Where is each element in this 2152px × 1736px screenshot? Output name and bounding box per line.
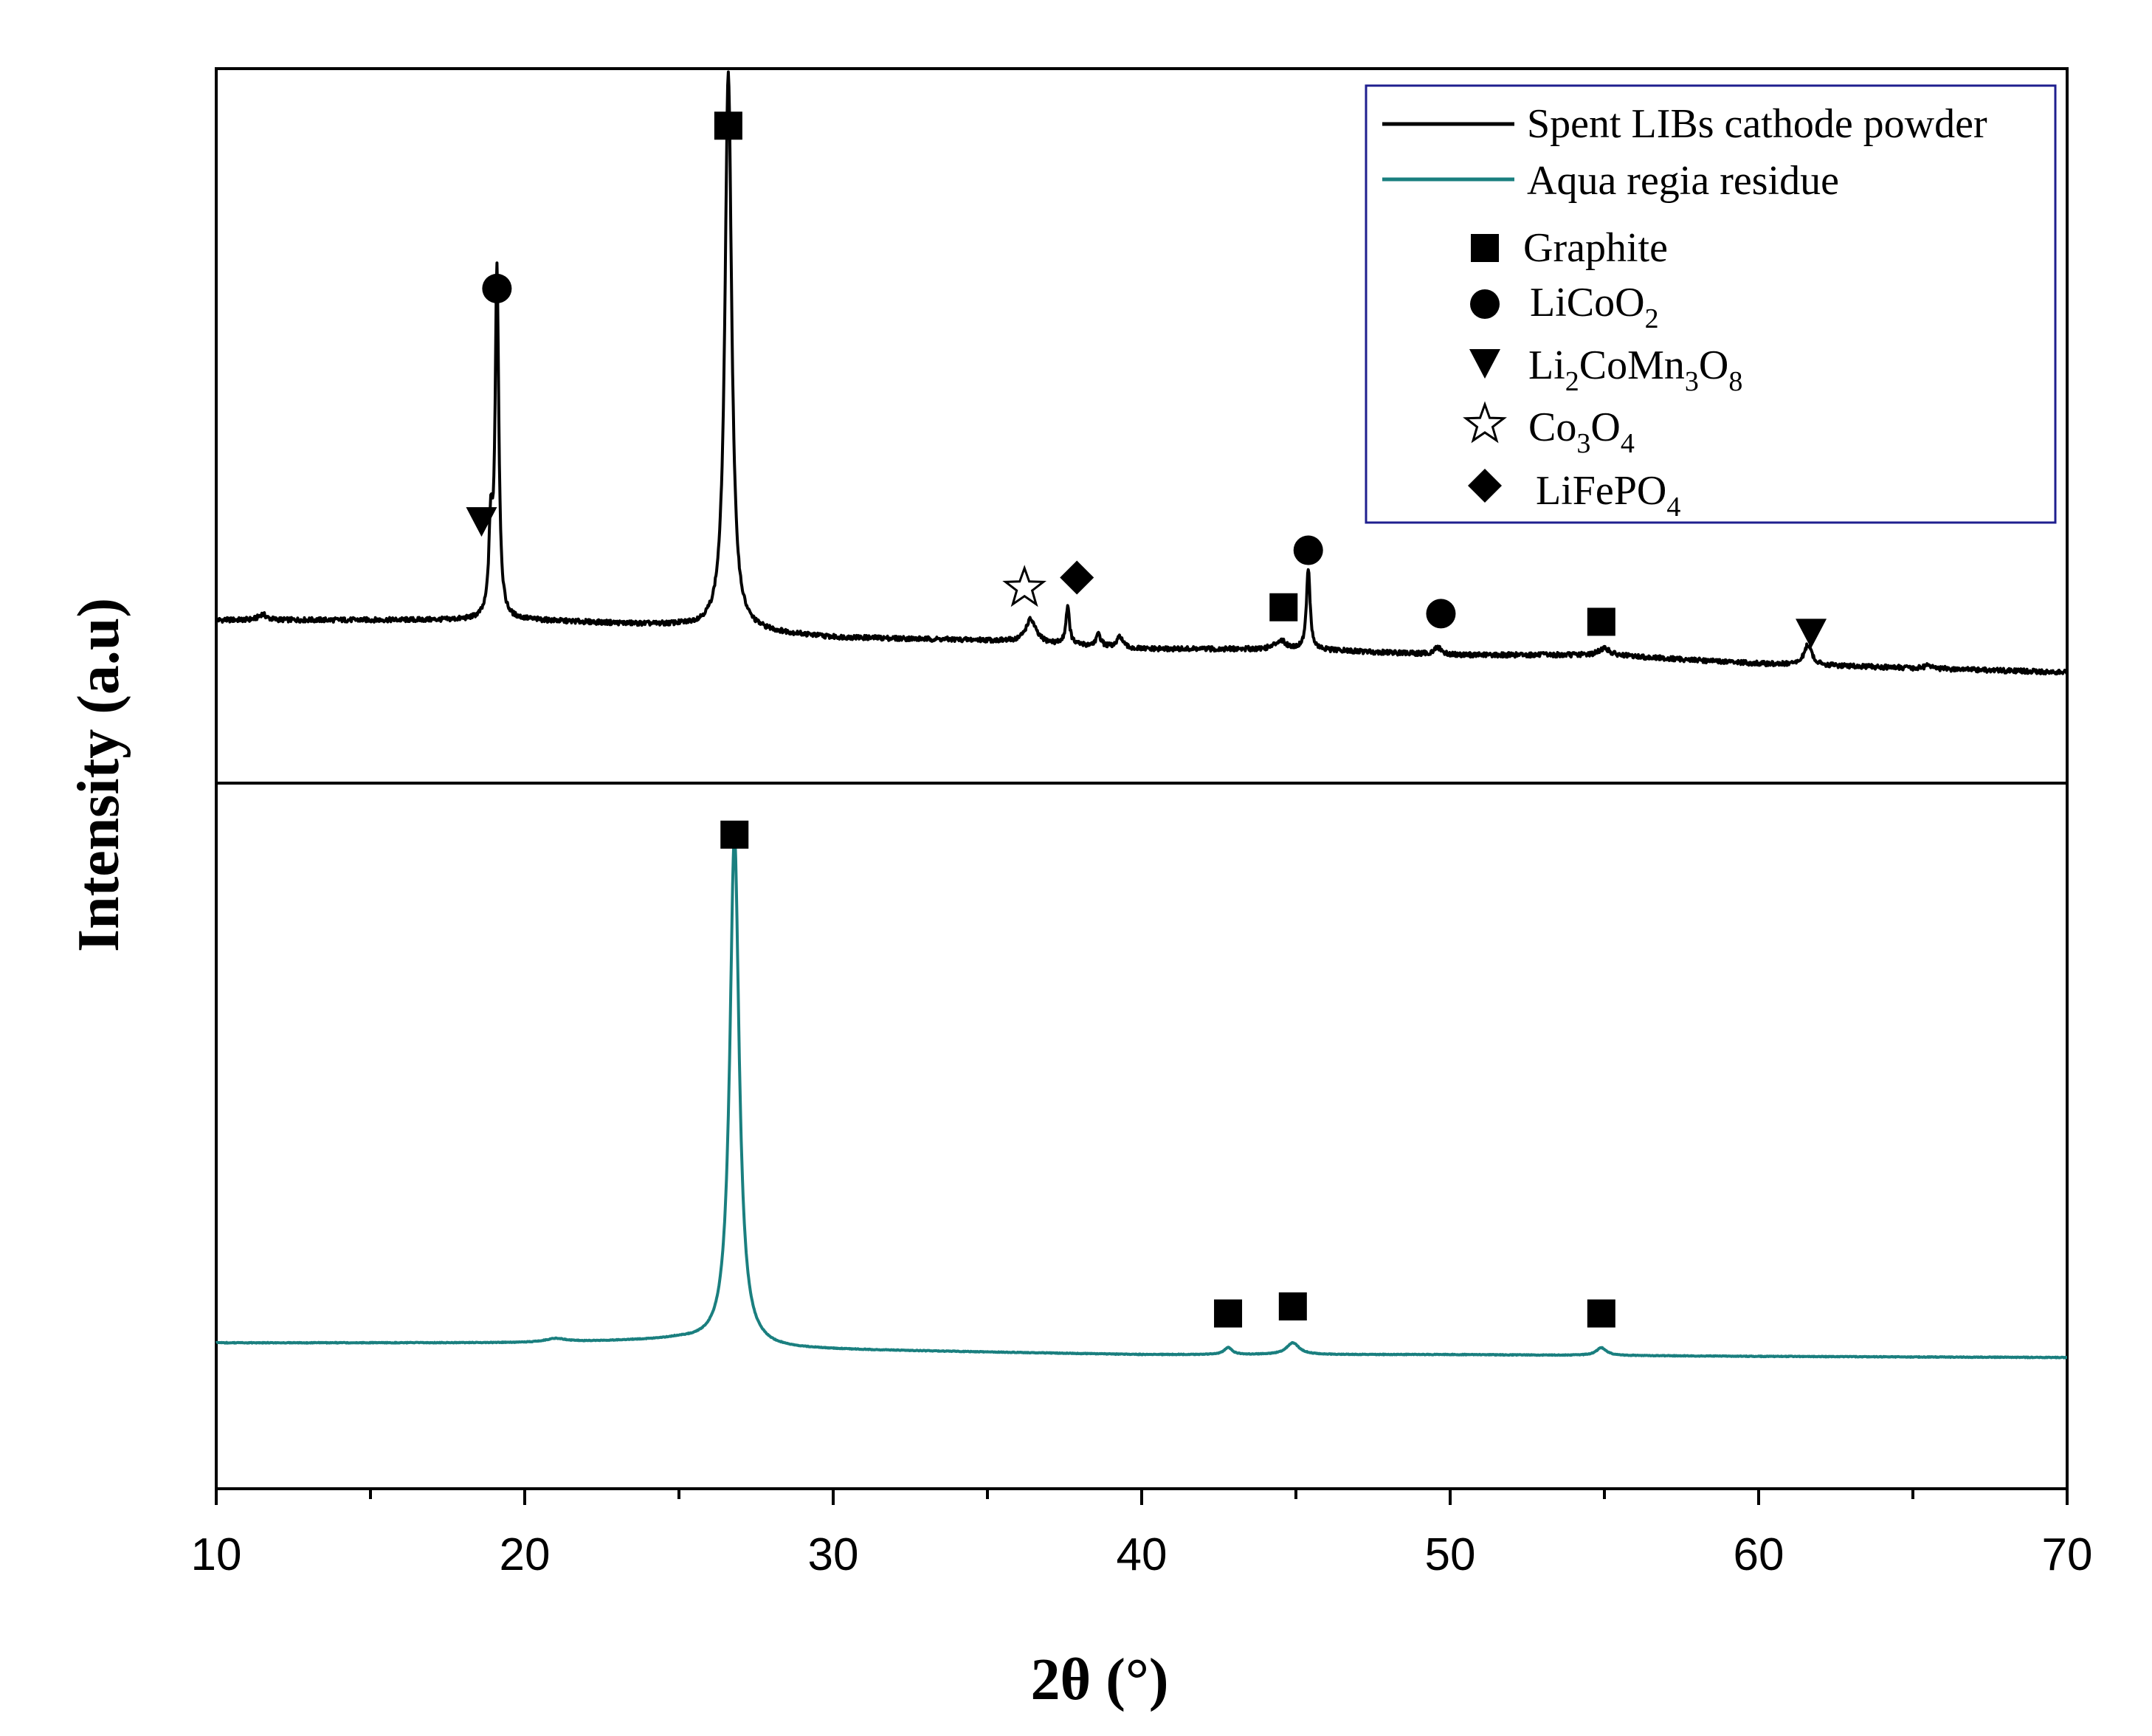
phase-marker-filled-diamond <box>1060 560 1094 595</box>
legend-label-licoo2: LiCoO2 <box>1530 280 1659 334</box>
phase-markers-layer <box>466 111 1827 1328</box>
x-tick-label: 30 <box>808 1529 859 1580</box>
phase-marker-filled-circle <box>482 273 512 303</box>
y-axis-label: Intensity (a.u) <box>66 598 131 952</box>
legend-marker-lifepo4-shape <box>1468 469 1502 503</box>
phase-marker-filled-square <box>714 111 742 140</box>
phase-marker-filled-square <box>720 820 749 849</box>
legend-marker-co3o4 <box>1463 401 1507 444</box>
legend-label-graphite: Graphite <box>1523 225 1668 271</box>
series-spent-libs-curve <box>215 70 2069 676</box>
legend-marker-li2comn3o8 <box>1469 349 1500 379</box>
phase-marker-filled-square <box>1269 593 1298 621</box>
legend-marker-graphite <box>1471 234 1499 262</box>
legend-marker-co3o4-shape <box>1463 401 1507 444</box>
curves-layer <box>215 70 2069 1360</box>
phase-marker-filled-square <box>1278 1292 1307 1320</box>
legend-label-co3o4: Co3O4 <box>1528 404 1635 459</box>
phase-marker-filled-square <box>1214 1299 1243 1328</box>
phase-marker-filled-down-triangle <box>466 507 497 537</box>
legend-label-residue: Aqua regia residue <box>1527 158 1839 204</box>
x-tick-label: 70 <box>2042 1529 2093 1580</box>
legend-box <box>1365 84 2057 524</box>
x-tick-label: 50 <box>1425 1529 1476 1580</box>
legend-marker-licoo2 <box>1470 289 1500 319</box>
phase-marker-filled-square <box>1587 607 1615 636</box>
x-tick-label: 40 <box>1117 1529 1168 1580</box>
phase-marker-filled-circle <box>1426 599 1456 629</box>
legend-label-spent: Spent LIBs cathode powder <box>1527 101 1987 147</box>
x-tick-label: 20 <box>500 1529 551 1580</box>
legend-marker-licoo2-shape <box>1470 289 1500 319</box>
x-tick-label: 60 <box>1734 1529 1784 1580</box>
x-tick-label: 10 <box>191 1529 242 1580</box>
phase-marker-filled-circle <box>1293 535 1323 565</box>
phase-marker-filled-down-triangle <box>1796 619 1827 649</box>
series-aqua-regia-curve <box>215 832 2069 1360</box>
legend-label-li2comn3o8: Li2CoMn3O8 <box>1528 342 1742 397</box>
x-axis-label: 2θ (°) <box>1030 1647 1168 1712</box>
legend-marker-graphite-shape <box>1471 234 1499 262</box>
phase-marker-filled-square <box>1587 1299 1615 1328</box>
legend-label-lifepo4: LiFePO4 <box>1536 468 1680 523</box>
phase-marker-open-star <box>1002 565 1047 607</box>
legend: Spent LIBs cathode powder Aqua regia res… <box>1365 84 2057 524</box>
legend-marker-lifepo4 <box>1468 469 1502 503</box>
legend-marker-li2comn3o8-shape <box>1469 349 1500 379</box>
x-axis: 10 20 30 40 50 60 70 <box>191 1489 2093 1580</box>
